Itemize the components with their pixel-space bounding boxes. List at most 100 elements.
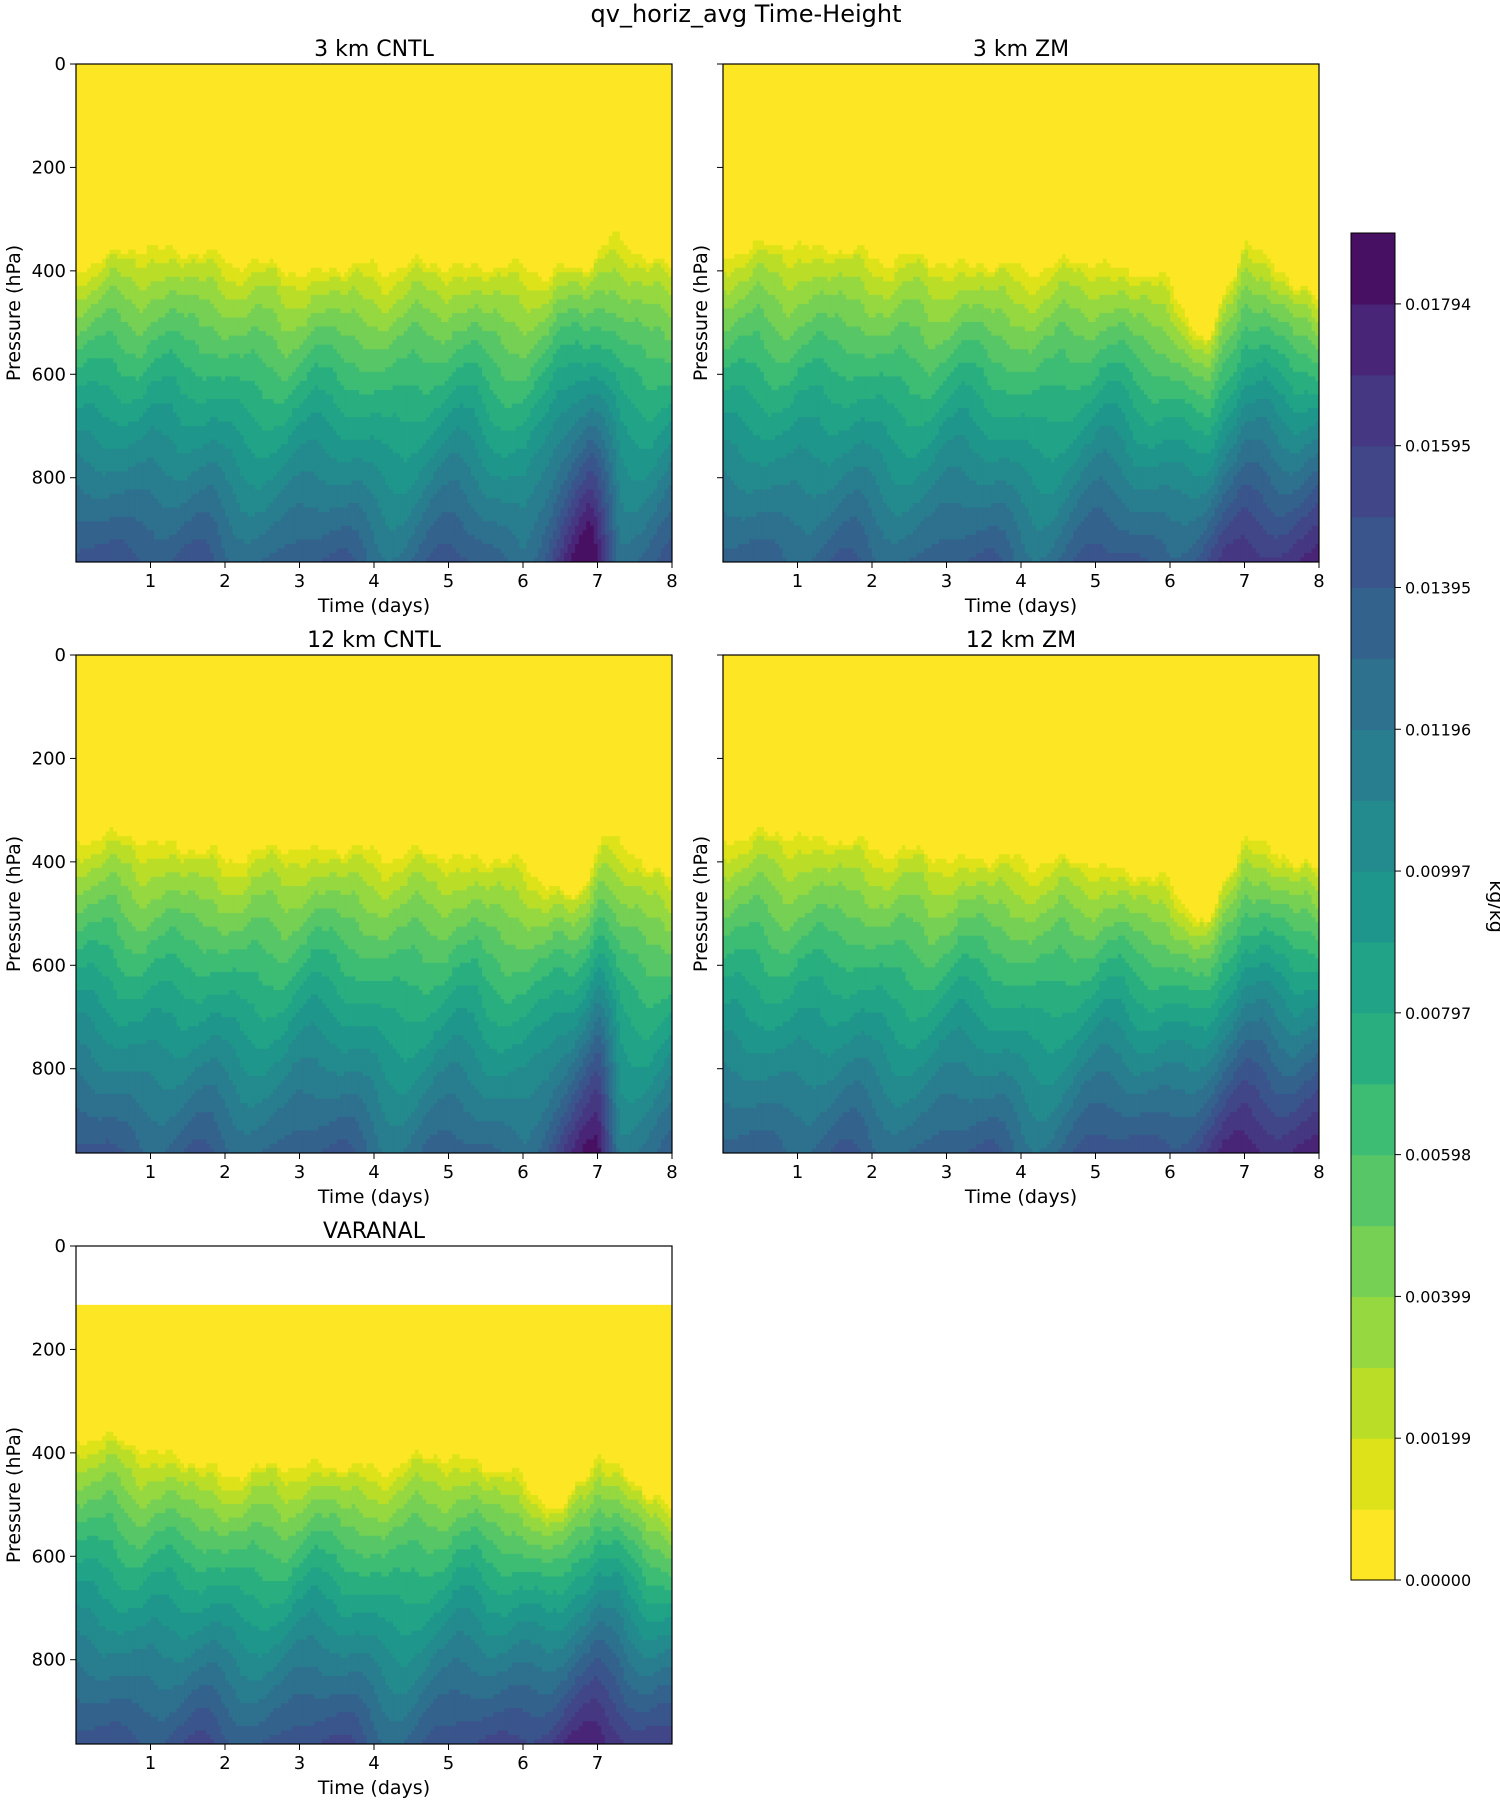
contour-field bbox=[76, 655, 672, 1153]
x-tick-label: 8 bbox=[1313, 1162, 1324, 1183]
y-axis-label: Pressure (hPa) bbox=[3, 1427, 25, 1563]
colorbar-tick-label: 0.00199 bbox=[1405, 1429, 1471, 1448]
x-tick-label: 2 bbox=[219, 1753, 230, 1774]
panel-title: VARANAL bbox=[323, 1219, 426, 1244]
y-tick-label: 400 bbox=[32, 261, 66, 282]
y-axis-label: Pressure (hPa) bbox=[3, 245, 25, 381]
colorbar-label: kg/kg bbox=[1485, 880, 1500, 933]
x-axis-label: Time (days) bbox=[317, 1777, 430, 1799]
colorbar-tick-label: 0.00399 bbox=[1405, 1287, 1471, 1306]
x-tick-label: 7 bbox=[592, 571, 603, 592]
x-tick-label: 3 bbox=[294, 571, 305, 592]
colorbar-segment bbox=[1351, 233, 1395, 305]
colorbar-tick-label: 0.01395 bbox=[1405, 578, 1471, 597]
colorbar-segment bbox=[1351, 871, 1395, 943]
y-tick-label: 200 bbox=[32, 748, 66, 769]
colorbar-tick-label: 0.01196 bbox=[1405, 720, 1471, 739]
colorbar-segment bbox=[1351, 445, 1395, 518]
x-axis-label: Time (days) bbox=[317, 1186, 430, 1208]
x-tick-label: 5 bbox=[443, 571, 454, 592]
x-tick-label: 1 bbox=[145, 571, 156, 592]
y-tick-label: 0 bbox=[55, 54, 66, 75]
panel-p0: 3 km CNTL 1 2 3 4 5 6 7 8 Time (days) 0 200 400 600 80… bbox=[3, 37, 678, 617]
x-tick-label: 1 bbox=[145, 1162, 156, 1183]
y-tick-label: 400 bbox=[32, 1443, 66, 1464]
x-tick-label: 3 bbox=[294, 1162, 305, 1183]
y-axis-label: Pressure (hPa) bbox=[3, 836, 25, 972]
colorbar-tick-label: 0.01794 bbox=[1405, 295, 1471, 314]
x-tick-label: 1 bbox=[792, 1162, 803, 1183]
x-tick-label: 2 bbox=[219, 571, 230, 592]
panel-title: 3 km CNTL bbox=[314, 37, 434, 62]
x-tick-label: 8 bbox=[1313, 571, 1324, 592]
panel-p4: VARANAL 1 2 3 4 5 6 7 Time (days) 0 200 400 600 800 Pr… bbox=[3, 1219, 673, 1799]
x-tick-label: 7 bbox=[1239, 571, 1250, 592]
x-tick-label: 4 bbox=[1015, 1162, 1026, 1183]
y-axis-label: Pressure (hPa) bbox=[690, 245, 712, 381]
panel-p3: 12 km ZM 1 2 3 4 5 6 7 8 Time (days) Pressure (hPa… bbox=[690, 628, 1325, 1208]
colorbar-segment bbox=[1351, 516, 1395, 589]
colorbar-segment bbox=[1351, 374, 1395, 447]
colorbar-segment bbox=[1351, 303, 1395, 376]
panel-title: 3 km ZM bbox=[973, 37, 1069, 62]
y-tick-label: 800 bbox=[32, 1650, 66, 1671]
panel-title: 12 km ZM bbox=[966, 628, 1076, 653]
x-tick-label: 3 bbox=[294, 1753, 305, 1774]
x-tick-label: 5 bbox=[443, 1162, 454, 1183]
x-tick-label: 7 bbox=[592, 1162, 603, 1183]
colorbar-segment bbox=[1351, 1012, 1395, 1085]
x-tick-label: 4 bbox=[368, 571, 379, 592]
colorbar-tick-label: 0.00598 bbox=[1405, 1146, 1471, 1165]
colorbar-segment bbox=[1351, 1083, 1395, 1156]
figure-suptitle: qv_horiz_avg Time-Height bbox=[591, 0, 902, 28]
x-tick-label: 4 bbox=[368, 1753, 379, 1774]
panel-title: 12 km CNTL bbox=[307, 628, 441, 653]
colorbar-tick-label: 0.01595 bbox=[1405, 437, 1471, 456]
colorbar-segment bbox=[1351, 941, 1395, 1014]
x-axis-label: Time (days) bbox=[964, 595, 1077, 617]
x-tick-label: 3 bbox=[941, 571, 952, 592]
x-tick-label: 2 bbox=[219, 1162, 230, 1183]
x-axis-label: Time (days) bbox=[317, 595, 430, 617]
x-tick-label: 7 bbox=[592, 1753, 603, 1774]
y-tick-label: 200 bbox=[32, 157, 66, 178]
colorbar-tick-label: 0.00997 bbox=[1405, 862, 1471, 881]
y-tick-label: 800 bbox=[32, 468, 66, 489]
x-tick-label: 2 bbox=[866, 571, 877, 592]
x-tick-label: 4 bbox=[1015, 571, 1026, 592]
panel-p1: 3 km ZM 1 2 3 4 5 6 7 8 Time (days) Pressure (hPa) bbox=[690, 37, 1325, 617]
x-tick-label: 5 bbox=[1090, 571, 1101, 592]
colorbar-segment bbox=[1351, 1296, 1395, 1368]
x-tick-label: 6 bbox=[1164, 571, 1175, 592]
colorbar-segment bbox=[1351, 1509, 1395, 1581]
x-tick-label: 8 bbox=[666, 571, 677, 592]
y-tick-label: 600 bbox=[32, 1546, 66, 1567]
contour-field bbox=[76, 64, 672, 562]
x-tick-label: 6 bbox=[517, 1162, 528, 1183]
x-tick-label: 6 bbox=[1164, 1162, 1175, 1183]
colorbar-segment bbox=[1351, 1154, 1395, 1227]
colorbar-segment bbox=[1351, 587, 1395, 659]
colorbar-segment bbox=[1351, 729, 1395, 801]
x-tick-label: 5 bbox=[443, 1753, 454, 1774]
colorbar-tick-label: 0.00000 bbox=[1405, 1571, 1471, 1590]
y-tick-label: 600 bbox=[32, 955, 66, 976]
colorbar-tick-label: 0.00797 bbox=[1405, 1004, 1471, 1023]
x-tick-label: 2 bbox=[866, 1162, 877, 1183]
y-tick-label: 800 bbox=[32, 1059, 66, 1080]
x-tick-label: 8 bbox=[666, 1162, 677, 1183]
x-tick-label: 6 bbox=[517, 571, 528, 592]
y-tick-label: 400 bbox=[32, 852, 66, 873]
x-tick-label: 5 bbox=[1090, 1162, 1101, 1183]
y-tick-label: 0 bbox=[55, 645, 66, 666]
x-tick-label: 1 bbox=[792, 571, 803, 592]
contour-field bbox=[723, 64, 1319, 562]
colorbar-segment bbox=[1351, 1225, 1395, 1298]
colorbar: 0.00000 0.00199 0.00399 0.00598 0.00797 0.009… bbox=[1350, 232, 1500, 1590]
x-axis-label: Time (days) bbox=[964, 1186, 1077, 1208]
y-axis-label: Pressure (hPa) bbox=[690, 836, 712, 972]
colorbar-frame bbox=[1350, 232, 1396, 1581]
contour-field bbox=[723, 655, 1319, 1153]
panel-p2: 12 km CNTL 1 2 3 4 5 6 7 8 Time (days) 0 200 400 600 8… bbox=[3, 628, 678, 1208]
